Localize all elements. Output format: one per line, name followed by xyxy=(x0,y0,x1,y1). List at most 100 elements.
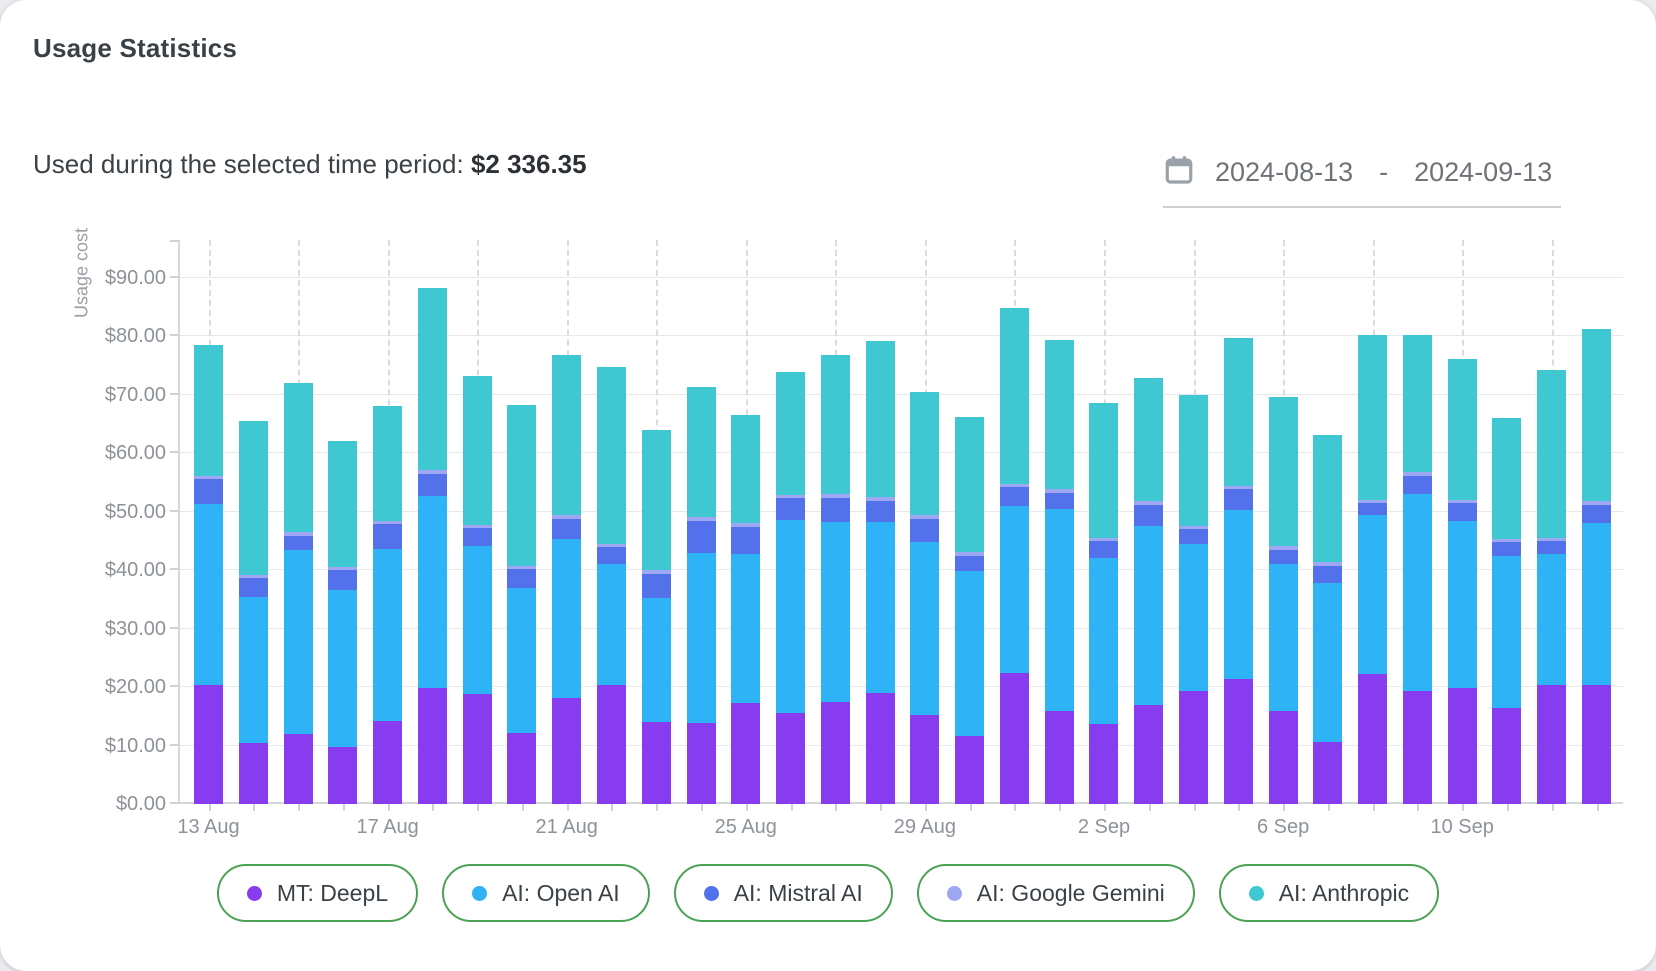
bar-11-sep[interactable] xyxy=(1492,417,1522,804)
y-tick-label: $90.00 xyxy=(104,267,166,289)
bar-9-sep[interactable] xyxy=(1402,335,1432,804)
segment-mt-deepl xyxy=(641,721,671,804)
bar-22-aug[interactable] xyxy=(596,367,626,804)
segment-ai-anthropic xyxy=(417,287,447,471)
bar-6-sep[interactable] xyxy=(1268,397,1298,804)
segment-ai-anthropic xyxy=(731,414,761,524)
segment-ai-open-ai xyxy=(999,505,1029,674)
segment-mt-deepl xyxy=(1268,710,1298,804)
segment-ai-mistral-ai xyxy=(910,518,940,543)
segment-ai-open-ai xyxy=(865,522,895,693)
x-tick-mark xyxy=(1238,804,1241,811)
legend-dot xyxy=(246,885,262,901)
segment-ai-mistral-ai xyxy=(1268,549,1298,564)
segment-ai-anthropic xyxy=(776,372,806,495)
x-tick-mark xyxy=(432,804,435,811)
y-tick-mark xyxy=(170,392,180,395)
date-range-picker[interactable]: 2024-08-13 - 2024-09-13 xyxy=(1163,138,1561,208)
y-axis-top-tick xyxy=(170,240,180,242)
segment-ai-google-gemini xyxy=(776,494,806,499)
segment-ai-open-ai xyxy=(462,545,492,694)
segment-ai-anthropic xyxy=(596,367,626,544)
bar-14-aug[interactable] xyxy=(238,421,268,804)
bar-30-aug[interactable] xyxy=(955,416,985,804)
x-tick-mark xyxy=(1193,804,1196,811)
segment-ai-google-gemini xyxy=(731,523,761,527)
segment-ai-anthropic xyxy=(194,345,223,476)
summary-value: $2 336.35 xyxy=(470,149,587,179)
legend-item-ai-mistral-ai[interactable]: AI: Mistral AI xyxy=(673,864,893,922)
segment-ai-open-ai xyxy=(373,549,403,722)
legend-item-mt-deepl[interactable]: MT: DeepL xyxy=(216,864,419,922)
y-tick-mark xyxy=(170,743,180,746)
segment-ai-mistral-ai xyxy=(865,500,895,523)
bar-19-aug[interactable] xyxy=(462,376,492,804)
bar-25-aug[interactable] xyxy=(731,414,761,804)
bar-24-aug[interactable] xyxy=(686,387,716,804)
bar-17-aug[interactable] xyxy=(373,406,403,804)
bar-3-sep[interactable] xyxy=(1134,377,1164,804)
bar-13-sep[interactable] xyxy=(1582,328,1611,804)
bar-5-sep[interactable] xyxy=(1223,338,1253,804)
bar-29-aug[interactable] xyxy=(910,392,940,804)
bar-31-aug[interactable] xyxy=(999,308,1029,804)
segment-ai-google-gemini xyxy=(1358,499,1388,504)
bar-20-aug[interactable] xyxy=(507,404,537,804)
segment-mt-deepl xyxy=(1537,685,1567,804)
bar-7-sep[interactable] xyxy=(1313,435,1343,804)
legend-item-ai-google-gemini[interactable]: AI: Google Gemini xyxy=(916,864,1195,922)
segment-ai-anthropic xyxy=(865,340,895,498)
legend-item-ai-anthropic[interactable]: AI: Anthropic xyxy=(1218,864,1440,922)
bar-1-sep[interactable] xyxy=(1044,339,1074,804)
bar-2-sep[interactable] xyxy=(1089,403,1119,804)
bar-28-aug[interactable] xyxy=(865,340,895,804)
segment-ai-google-gemini xyxy=(1044,489,1074,493)
segment-ai-google-gemini xyxy=(194,475,223,480)
segment-mt-deepl xyxy=(731,702,761,804)
segment-ai-open-ai xyxy=(910,542,940,715)
y-gridline-0 xyxy=(180,802,1623,804)
y-tick-label: $20.00 xyxy=(104,676,166,699)
segment-mt-deepl xyxy=(999,673,1029,804)
segment-ai-mistral-ai xyxy=(820,497,850,522)
segment-ai-google-gemini xyxy=(1582,501,1611,505)
segment-ai-mistral-ai xyxy=(328,570,358,591)
bar-21-aug[interactable] xyxy=(552,354,582,804)
legend-item-ai-open-ai[interactable]: AI: Open AI xyxy=(442,864,650,922)
bar-23-aug[interactable] xyxy=(641,429,671,804)
segment-ai-open-ai xyxy=(283,549,313,734)
bar-10-sep[interactable] xyxy=(1447,359,1477,804)
bar-12-sep[interactable] xyxy=(1537,369,1567,804)
segment-ai-open-ai xyxy=(1089,557,1119,724)
segment-mt-deepl xyxy=(1134,704,1164,804)
segment-mt-deepl xyxy=(955,736,985,804)
segment-mt-deepl xyxy=(1089,723,1119,804)
bar-13-aug[interactable] xyxy=(194,345,223,804)
y-gridline-10 xyxy=(180,744,1623,746)
bar-4-sep[interactable] xyxy=(1179,394,1209,804)
segment-ai-mistral-ai xyxy=(283,535,313,550)
segment-mt-deepl xyxy=(373,721,403,804)
segment-ai-anthropic xyxy=(1582,328,1611,502)
bar-15-aug[interactable] xyxy=(283,383,313,804)
segment-ai-mistral-ai xyxy=(686,520,716,554)
segment-ai-google-gemini xyxy=(238,574,268,579)
bar-16-aug[interactable] xyxy=(328,440,358,804)
x-tick-label: 21 Aug xyxy=(535,816,598,838)
segment-ai-mistral-ai xyxy=(999,487,1029,506)
segment-mt-deepl xyxy=(552,697,582,804)
x-tick-mark xyxy=(790,804,793,811)
legend-dot xyxy=(1248,885,1264,901)
bar-27-aug[interactable] xyxy=(820,354,850,804)
segment-ai-anthropic xyxy=(641,429,671,571)
segment-ai-anthropic xyxy=(1313,435,1343,563)
x-tick-label: 10 Sep xyxy=(1430,816,1494,838)
segment-ai-mistral-ai xyxy=(1402,475,1432,495)
segment-ai-google-gemini xyxy=(820,494,850,498)
segment-ai-mistral-ai xyxy=(1582,504,1611,524)
bar-26-aug[interactable] xyxy=(776,372,806,804)
segment-ai-open-ai xyxy=(1402,494,1432,691)
bar-18-aug[interactable] xyxy=(417,287,447,804)
segment-ai-google-gemini xyxy=(283,532,313,536)
bar-8-sep[interactable] xyxy=(1358,334,1388,804)
